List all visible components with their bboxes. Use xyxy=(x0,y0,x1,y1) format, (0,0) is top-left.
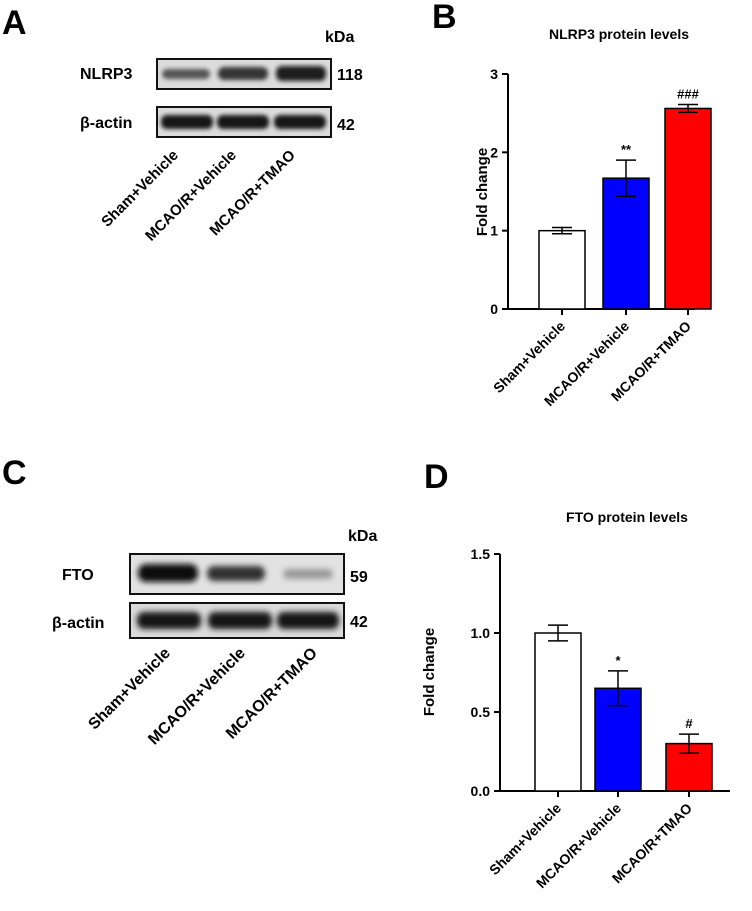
y-tick-label: 0.0 xyxy=(471,783,491,799)
y-tick-label: 3 xyxy=(490,66,498,82)
kda-label-a: kDa xyxy=(325,29,354,46)
significance-mark: ### xyxy=(677,87,699,102)
y-tick-label: 1.5 xyxy=(471,546,491,562)
blot-size-fto: 59 xyxy=(350,569,368,586)
blot-nlrp3 xyxy=(156,58,332,90)
blot-label-fto: FTO xyxy=(62,567,94,584)
significance-mark: * xyxy=(615,653,621,668)
y-tick-label: 2 xyxy=(490,144,498,160)
significance-mark: ** xyxy=(621,142,632,157)
y-tick-label: 0 xyxy=(490,301,498,317)
panel-letter-c: C xyxy=(2,454,27,492)
blot-actin-a xyxy=(156,106,332,138)
bar xyxy=(664,107,712,310)
y-tick-label: 1 xyxy=(490,223,498,239)
blot-actin-c xyxy=(129,602,345,639)
y-tick-label: 0.5 xyxy=(471,704,491,720)
y-tick-label: 1.0 xyxy=(471,625,491,641)
bar xyxy=(602,177,650,310)
blot-label-actin-a: β-actin xyxy=(80,115,132,132)
blot-fto xyxy=(129,553,345,595)
y-axis-label: Fold change xyxy=(474,148,491,236)
blot-size-actin-a: 42 xyxy=(337,117,355,134)
kda-label-c: kDa xyxy=(348,528,377,545)
blot-size-nlrp3: 118 xyxy=(337,67,363,84)
panel-letter-b: B xyxy=(432,0,457,36)
bar xyxy=(534,632,582,792)
chart-fto: FTO protein levels Fold change 0.0 0.5 1.0 1.… xyxy=(421,509,730,891)
chart-title: NLRP3 protein levels xyxy=(549,26,689,42)
y-axis-label: Fold change xyxy=(421,628,438,716)
blot-label-actin-c: β-actin xyxy=(52,615,104,632)
panel-letter-a: A xyxy=(2,4,27,42)
blot-size-actin-c: 42 xyxy=(350,614,368,631)
significance-mark: # xyxy=(685,716,693,731)
bar xyxy=(538,229,586,310)
blot-label-nlrp3: NLRP3 xyxy=(80,66,133,83)
panel-letter-d: D xyxy=(424,458,449,496)
chart-title: FTO protein levels xyxy=(566,509,688,525)
